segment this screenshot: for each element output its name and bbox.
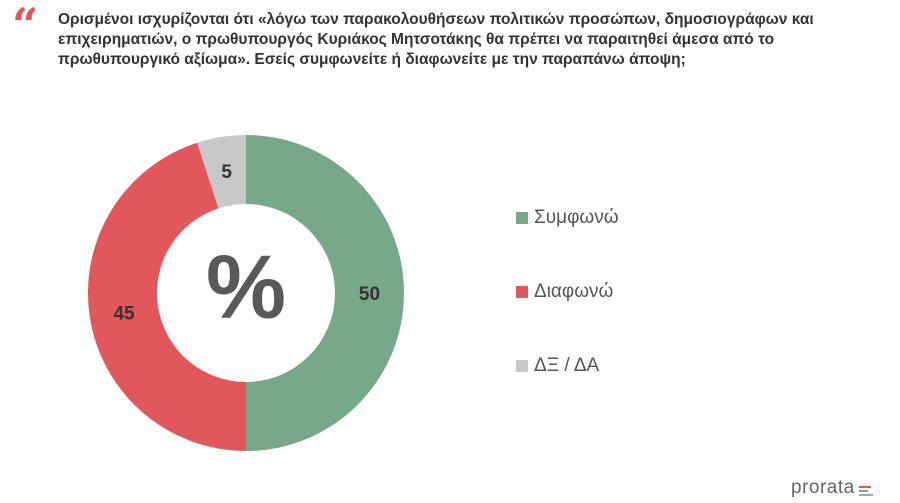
donut-value-label-2: 5	[221, 162, 232, 183]
donut-value-labels: 50 45 5	[113, 162, 380, 324]
quote-mark-icon: “	[12, 0, 39, 52]
legend-swatch-agree	[516, 212, 528, 224]
donut-value-label-1: 45	[113, 303, 135, 324]
legend-item-dk-na: ΔΞ / ΔΑ	[516, 354, 619, 378]
legend-label-dk-na: ΔΞ / ΔΑ	[534, 355, 600, 376]
legend-swatch-disagree	[516, 286, 528, 298]
brand-bar	[858, 494, 873, 496]
donut-slice-2	[197, 135, 246, 209]
donut-value-label-0: 50	[359, 284, 380, 305]
prorata-logo: prorata	[791, 478, 873, 498]
center-percent-sign: %	[206, 238, 286, 338]
legend-swatch-dk-na	[516, 360, 528, 372]
legend-label-agree: Συμφωνώ	[534, 207, 619, 228]
chart-legend: Συμφωνώ Διαφωνώ ΔΞ / ΔΑ	[516, 206, 619, 428]
brand-name: prorata	[791, 477, 855, 498]
donut-slices	[88, 135, 404, 451]
question-text: Ορισμένοι ισχυρίζονται ότι «λόγω των παρ…	[58, 11, 814, 68]
legend-item-disagree: Διαφωνώ	[516, 280, 619, 304]
legend-item-agree: Συμφωνώ	[516, 206, 619, 230]
legend-label-disagree: Διαφωνώ	[534, 281, 614, 302]
donut-slice-1	[88, 142, 246, 451]
brand-bar	[858, 486, 871, 488]
donut-slice-0	[246, 135, 404, 451]
brand-bar	[858, 490, 868, 492]
brand-bars-icon	[858, 484, 873, 496]
